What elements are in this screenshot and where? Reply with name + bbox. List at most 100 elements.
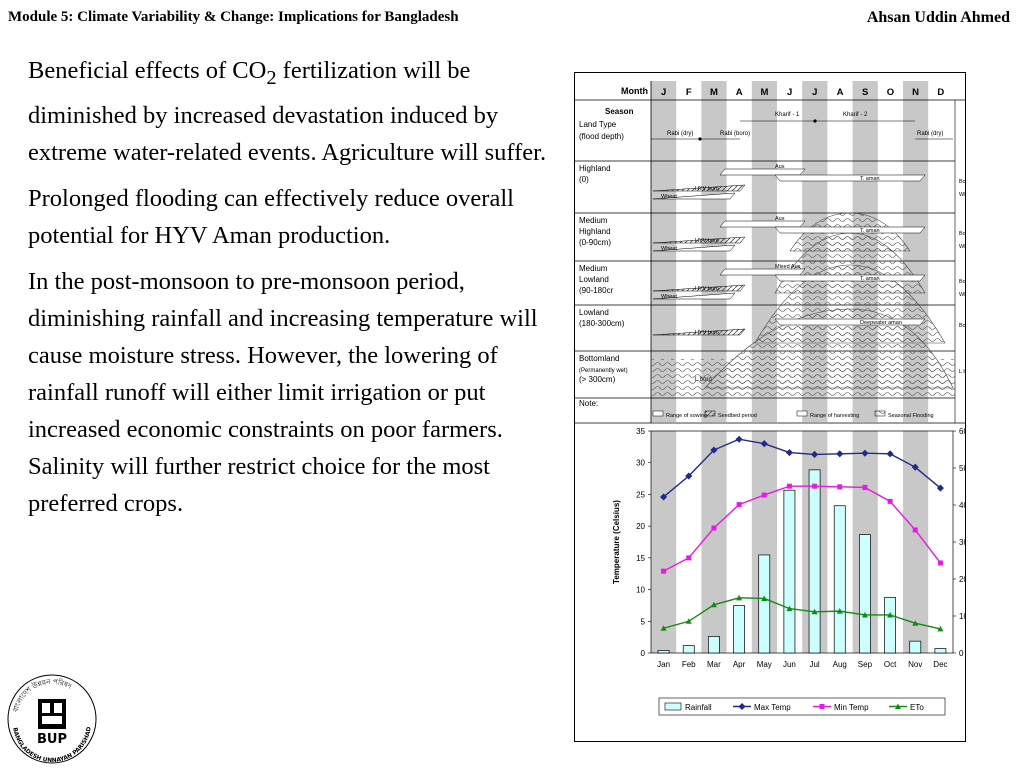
legend-swatch: [796, 410, 808, 417]
min-temp-point: [686, 555, 692, 561]
legend-rainfall-swatch: [664, 702, 682, 711]
aman-bar: [774, 318, 926, 326]
legend-label: Range of sowing: [666, 413, 707, 419]
y-left-tick-label: 30: [636, 459, 645, 468]
x-tick-label: Nov: [908, 660, 922, 669]
x-tick-label: Mar: [707, 660, 721, 669]
min-temp-point: [711, 525, 717, 531]
legend-label: Seasonal Flooding: [888, 413, 934, 419]
land-type-depth: (90-180cr: [579, 286, 614, 295]
max-temp-point: [710, 446, 718, 454]
aus-label: Mixed Aus: [775, 264, 801, 270]
season-rabi-dry: Rabi (dry): [667, 131, 693, 137]
month-label: Month: [621, 86, 648, 96]
wheat-bar: [652, 292, 736, 300]
flood-depth-label: (flood depth): [579, 132, 624, 141]
max-temp-point: [811, 450, 819, 459]
hyv-label: HYV boro: [695, 186, 719, 192]
legend-swatch: [704, 410, 716, 417]
hyv-label: HYV boro: [695, 330, 719, 336]
hyv-seedbed: [652, 184, 746, 192]
max-temp-point: [785, 449, 793, 457]
eto-point: [912, 620, 919, 626]
bup-logo: বাংলাদেশ উন্নয়ন পরিষদ BANGLADESH UNNAYA…: [5, 667, 99, 764]
eto-point: [861, 611, 868, 618]
eto-point: [836, 608, 843, 614]
legend-rainfall-label: Rainfall: [685, 703, 712, 712]
slide-body: Beneficial effects of CO2 fertilization …: [28, 52, 566, 531]
min-temp-point: [661, 568, 667, 574]
y-left-tick-label: 0: [641, 649, 646, 658]
wheat-label: Wheat: [661, 294, 677, 300]
hyv-seedbed: [652, 328, 746, 336]
month-shade-chart: [701, 431, 727, 653]
x-tick-label: Oct: [884, 660, 897, 669]
max-temp-point: [911, 463, 919, 471]
paragraph-moisture: In the post-monsoon to pre-monsoon perio…: [28, 267, 538, 517]
aman-label: Deepwater aman: [860, 320, 902, 326]
wheat-label: Wheat: [661, 246, 677, 252]
land-type-name: Bottomland: [579, 354, 619, 363]
wheat-label: Wheat: [661, 194, 677, 200]
month-letter: S: [862, 87, 868, 98]
aman-label: T. aman: [860, 228, 880, 234]
p1-text-b: fertilization will be diminished by incr…: [28, 57, 547, 166]
x-tick-label: Dec: [933, 660, 947, 669]
aman-bar: [774, 226, 926, 234]
y-right-tick-label: 400: [959, 501, 965, 510]
y-right-tick-label: 200: [959, 575, 965, 584]
land-type-name: Medium: [579, 216, 608, 225]
legend-label: Range of harvesting: [810, 413, 859, 419]
right-crop-label: Boro: [959, 323, 965, 329]
land-type-depth: (0): [579, 175, 589, 184]
month-letter: N: [912, 87, 919, 98]
right-crop-label: Boro: [959, 231, 965, 237]
season-kharif1: Kharif - 1: [775, 112, 800, 118]
legend-marker: [895, 703, 901, 709]
p1-text-a: Beneficial effects of CO: [28, 57, 267, 84]
eto-point: [786, 605, 793, 612]
max-temp-point: [836, 450, 844, 458]
month-letter: F: [686, 87, 692, 98]
legend-series-label: Min Temp: [834, 703, 869, 712]
legend-marker: [819, 704, 825, 709]
season-dot: [813, 119, 817, 123]
land-type-depth: (180-300cm): [579, 319, 625, 328]
aus-label: Aus: [775, 164, 785, 170]
x-tick-label: Jun: [783, 660, 796, 669]
y-left-tick-label: 35: [636, 427, 645, 436]
month-letter: M: [760, 87, 768, 98]
lboro-label: L boro: [695, 377, 712, 383]
legend-label: Seedbed period: [718, 413, 757, 419]
x-tick-label: Jul: [809, 660, 819, 669]
rainfall-bar: [657, 650, 670, 654]
aus-bar: [719, 168, 806, 176]
x-tick-label: Jan: [657, 660, 670, 669]
season-label: Season: [605, 107, 634, 116]
rainfall-bar: [733, 605, 745, 654]
season-kharif2: Kharif - 2: [843, 112, 868, 118]
y-left-tick-label: 15: [636, 554, 645, 563]
series-line: [663, 485, 941, 572]
max-temp-point: [886, 450, 894, 458]
y-right-tick-label: 600: [959, 427, 965, 436]
y-left-axis-title: Temperature (Celsius): [612, 500, 621, 584]
hyv-label: HYV boro: [695, 238, 719, 244]
min-temp-point: [786, 483, 792, 489]
x-tick-label: Feb: [682, 660, 696, 669]
legend-series-label: Max Temp: [754, 703, 791, 712]
season-rabi-boro: Rabi (boro): [720, 131, 750, 137]
x-tick-label: Sep: [858, 660, 873, 669]
right-crop-label: Boro: [959, 279, 965, 285]
min-temp-point: [937, 560, 943, 566]
hyv-seedbed: [652, 236, 746, 244]
right-crop-label: Boro: [959, 179, 965, 185]
aman-bar: [774, 174, 926, 182]
y-right-tick-label: 500: [959, 464, 965, 473]
hyv-seedbed: [652, 284, 746, 292]
rainfall-bar: [708, 635, 720, 654]
eto-point: [685, 618, 692, 624]
aus-label: Aus: [775, 216, 785, 222]
aman-label: T. aman: [860, 276, 880, 282]
series-line: [663, 438, 941, 498]
